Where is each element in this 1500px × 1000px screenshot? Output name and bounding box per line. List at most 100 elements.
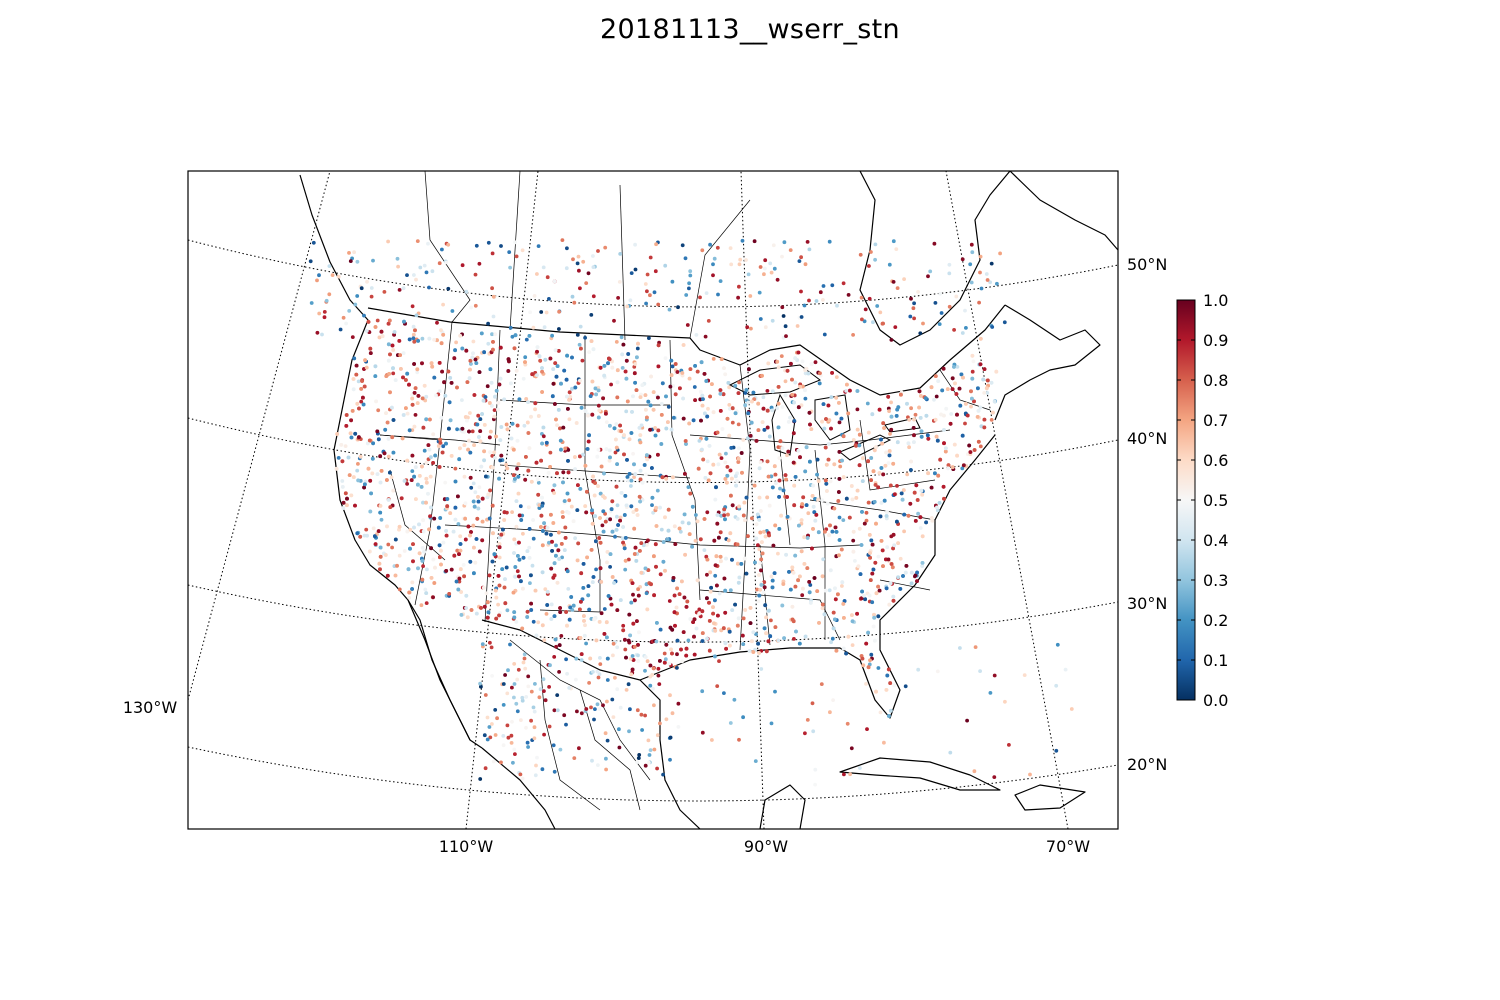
station-point: [685, 599, 690, 604]
station-point: [386, 454, 391, 459]
station-point: [893, 492, 897, 497]
station-point: [909, 570, 914, 575]
station-point: [391, 418, 396, 422]
station-point: [473, 272, 478, 277]
station-point: [638, 440, 643, 445]
station-point: [507, 250, 512, 255]
station-point: [611, 715, 616, 719]
meridian-90w: [740, 171, 765, 829]
station-point: [606, 361, 610, 366]
station-point: [552, 279, 557, 284]
station-point: [614, 484, 619, 489]
station-point: [591, 670, 595, 674]
station-point: [676, 701, 681, 706]
station-point: [484, 474, 488, 479]
station-point: [827, 533, 831, 538]
station-point: [658, 659, 662, 663]
station-point: [348, 431, 353, 436]
station-point: [398, 353, 402, 357]
station-point: [353, 431, 358, 436]
station-point: [623, 637, 627, 642]
station-point: [578, 607, 582, 612]
station-point: [362, 485, 366, 490]
station-point: [408, 546, 412, 551]
station-point: [457, 552, 461, 556]
station-point: [678, 386, 682, 391]
station-point: [740, 633, 745, 638]
station-point: [450, 309, 455, 313]
station-point: [639, 570, 644, 575]
station-point: [529, 479, 534, 484]
station-point: [550, 549, 554, 553]
station-point: [920, 492, 925, 497]
station-point: [542, 732, 546, 737]
station-point: [510, 510, 514, 514]
station-point: [945, 387, 950, 391]
station-point: [792, 483, 797, 488]
station-point: [651, 686, 655, 691]
station-point: [1007, 743, 1011, 747]
station-point: [803, 368, 808, 373]
station-point: [833, 525, 838, 530]
station-point: [764, 649, 769, 654]
station-point: [555, 580, 560, 585]
parallel-20n: [188, 746, 1118, 802]
station-point: [692, 634, 696, 639]
station-point: [498, 458, 503, 463]
station-point: [570, 294, 575, 299]
station-point: [728, 643, 732, 648]
station-point: [660, 381, 665, 386]
station-point: [441, 302, 445, 307]
station-point: [872, 448, 877, 453]
station-point: [653, 433, 658, 438]
station-point: [743, 391, 748, 395]
station-point: [952, 365, 956, 369]
station-point: [782, 636, 786, 640]
station-point: [422, 448, 427, 453]
station-point: [881, 564, 885, 568]
station-point: [571, 603, 576, 608]
station-point: [412, 391, 417, 395]
station-point: [791, 460, 796, 465]
station-point: [627, 437, 632, 442]
station-point: [458, 548, 463, 553]
station-point: [619, 491, 624, 495]
station-point: [891, 280, 896, 284]
station-point: [408, 527, 413, 532]
station-point: [825, 489, 829, 493]
station-point: [631, 510, 636, 514]
lon-label-110w: 110°W: [439, 837, 494, 856]
station-point: [874, 591, 879, 596]
station-point: [934, 434, 939, 439]
station-point: [430, 364, 435, 369]
station-point: [561, 425, 566, 430]
station-point: [406, 567, 411, 572]
station-point: [860, 510, 864, 514]
station-point: [828, 479, 833, 484]
station-point: [849, 746, 854, 751]
station-point: [489, 380, 494, 385]
station-point: [602, 471, 606, 476]
colorbar-tick-label: 0.6: [1203, 451, 1228, 470]
station-point: [781, 582, 786, 586]
station-point: [486, 492, 491, 497]
station-point: [460, 398, 464, 402]
station-point: [848, 772, 852, 777]
station-point: [796, 350, 801, 355]
station-point: [585, 489, 589, 494]
station-point: [419, 603, 424, 608]
station-point: [891, 546, 895, 551]
station-point: [765, 495, 770, 500]
station-point: [604, 756, 608, 761]
station-point: [743, 608, 748, 612]
station-point: [942, 441, 946, 446]
station-point: [824, 462, 829, 467]
station-point: [483, 395, 488, 399]
station-point: [493, 588, 498, 593]
station-point: [982, 417, 987, 422]
station-point: [578, 636, 583, 640]
station-point: [572, 756, 577, 760]
station-point: [512, 695, 516, 700]
station-point: [461, 563, 466, 567]
station-point: [493, 455, 497, 460]
